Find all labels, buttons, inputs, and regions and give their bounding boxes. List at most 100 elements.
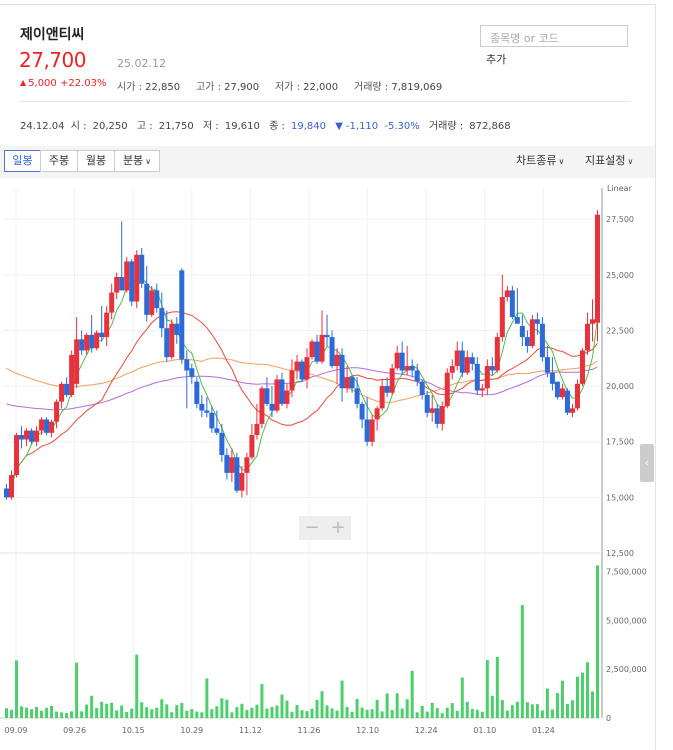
candle-body <box>589 319 595 324</box>
date-tick-label: 01.24 <box>532 726 555 735</box>
hover-volume-value: 872,868 <box>469 121 511 132</box>
candle-body <box>529 319 535 347</box>
volume-bar <box>270 706 274 718</box>
volume-bar <box>105 703 109 718</box>
high-stat: 고가 : 27,900 <box>196 78 259 93</box>
volume-bar <box>460 677 464 718</box>
candle-body <box>444 372 450 407</box>
candle-body <box>69 354 75 395</box>
volume-bar <box>545 688 549 718</box>
volume-bar <box>530 704 534 718</box>
candle-body <box>519 325 525 338</box>
chevron-down-icon: ∨ <box>558 157 565 166</box>
candle-body <box>579 350 585 384</box>
volume-bar <box>235 707 239 718</box>
candle-body <box>359 403 365 420</box>
volume-bar <box>425 711 429 718</box>
volume-bar <box>515 701 519 718</box>
volume-bar <box>315 699 319 718</box>
volume-bar <box>265 708 269 718</box>
indicator-settings-button[interactable]: 지표설정 ∨ <box>585 152 633 168</box>
price-tick-label: 12,500 <box>606 549 634 558</box>
chart-type-button[interactable]: 차트종류 ∨ <box>516 152 564 168</box>
hover-close-value: 19,840 <box>291 121 327 132</box>
candle-body <box>124 261 130 291</box>
volume-bar <box>395 693 399 718</box>
volume-tick-label: 5,000,000 <box>606 616 647 625</box>
date-tick-label: 09.26 <box>63 726 86 735</box>
volume-bar <box>540 710 544 718</box>
volume-bar <box>150 709 154 718</box>
candle-body <box>264 388 270 404</box>
hover-low-value: 19,610 <box>224 121 260 132</box>
candle-body <box>109 292 115 313</box>
volume-bar <box>140 702 144 718</box>
volume-bar <box>175 705 179 718</box>
candle-body <box>54 401 60 422</box>
candle-body <box>289 370 295 391</box>
candle-body <box>64 383 70 395</box>
volume-bar <box>525 702 529 718</box>
volume-bar <box>20 706 24 718</box>
candle-body <box>389 368 395 393</box>
hover-change-value: -1,110 <box>345 121 379 132</box>
change-percent: +22.03% <box>59 78 107 89</box>
candle-body <box>244 457 250 473</box>
candle-body <box>149 290 155 315</box>
candle-body <box>94 332 100 349</box>
current-price: 27,700 <box>19 48 86 72</box>
candle-body <box>224 455 230 473</box>
candle-body <box>384 386 390 393</box>
volume-bar <box>500 700 504 718</box>
volume-bar <box>205 678 209 718</box>
volume-bar <box>505 710 509 718</box>
candle-body <box>369 419 375 442</box>
chevron-left-icon[interactable]: ‹ <box>640 444 654 482</box>
volume-bar <box>405 699 409 718</box>
candle-body <box>144 283 150 315</box>
volume-bar <box>570 700 574 718</box>
date-tick-label: 11.26 <box>298 726 321 735</box>
zoom-controls: − + <box>299 516 351 540</box>
candle-body <box>539 323 545 358</box>
stock-chart[interactable]: Linear 12,500 15,000 17,500 20,000 22,500 25,0… <box>0 178 655 750</box>
volume-bar <box>445 707 449 718</box>
candle-body <box>509 290 515 318</box>
candle-body <box>334 354 340 367</box>
candle-body <box>254 423 260 436</box>
volume-bar <box>490 695 494 718</box>
candle-body <box>34 430 40 442</box>
minus-icon[interactable]: − <box>304 517 320 538</box>
volume-bar <box>90 695 94 718</box>
candle-body <box>249 435 255 458</box>
tab-monthly[interactable]: 월봉 <box>77 150 115 172</box>
stock-search-input[interactable]: 종목명 or 코드 <box>480 25 628 47</box>
hover-date: 24.12.04 <box>20 121 65 132</box>
volume-bar <box>325 705 329 718</box>
volume-bar <box>520 605 524 718</box>
candle-body <box>29 430 35 442</box>
volume-bar <box>330 708 334 718</box>
tab-daily[interactable]: 일봉 <box>4 150 41 172</box>
add-button[interactable]: 추가 <box>486 53 507 66</box>
volume-bar <box>305 711 309 718</box>
volume-bar <box>80 711 84 718</box>
price-tick-label: 22,500 <box>606 326 634 335</box>
candle-body <box>189 368 195 378</box>
volume-bar <box>170 712 174 718</box>
volume-bar <box>195 711 199 718</box>
tab-weekly[interactable]: 주봉 <box>40 150 78 172</box>
candle-body <box>364 419 370 442</box>
candle-body <box>339 354 345 389</box>
plus-icon[interactable]: + <box>330 517 346 538</box>
volume-bar <box>575 676 579 718</box>
volume-bar <box>450 703 454 718</box>
volume-bar <box>200 712 204 718</box>
candle-body <box>524 337 530 347</box>
volume-bar <box>370 709 374 718</box>
volume-bar <box>245 710 249 718</box>
price-tick-label: 25,000 <box>606 271 634 280</box>
tab-minute[interactable]: 분봉 ∨ <box>114 150 160 172</box>
candle-body <box>309 341 315 358</box>
hover-open: 시 : 20,250 <box>71 121 131 132</box>
